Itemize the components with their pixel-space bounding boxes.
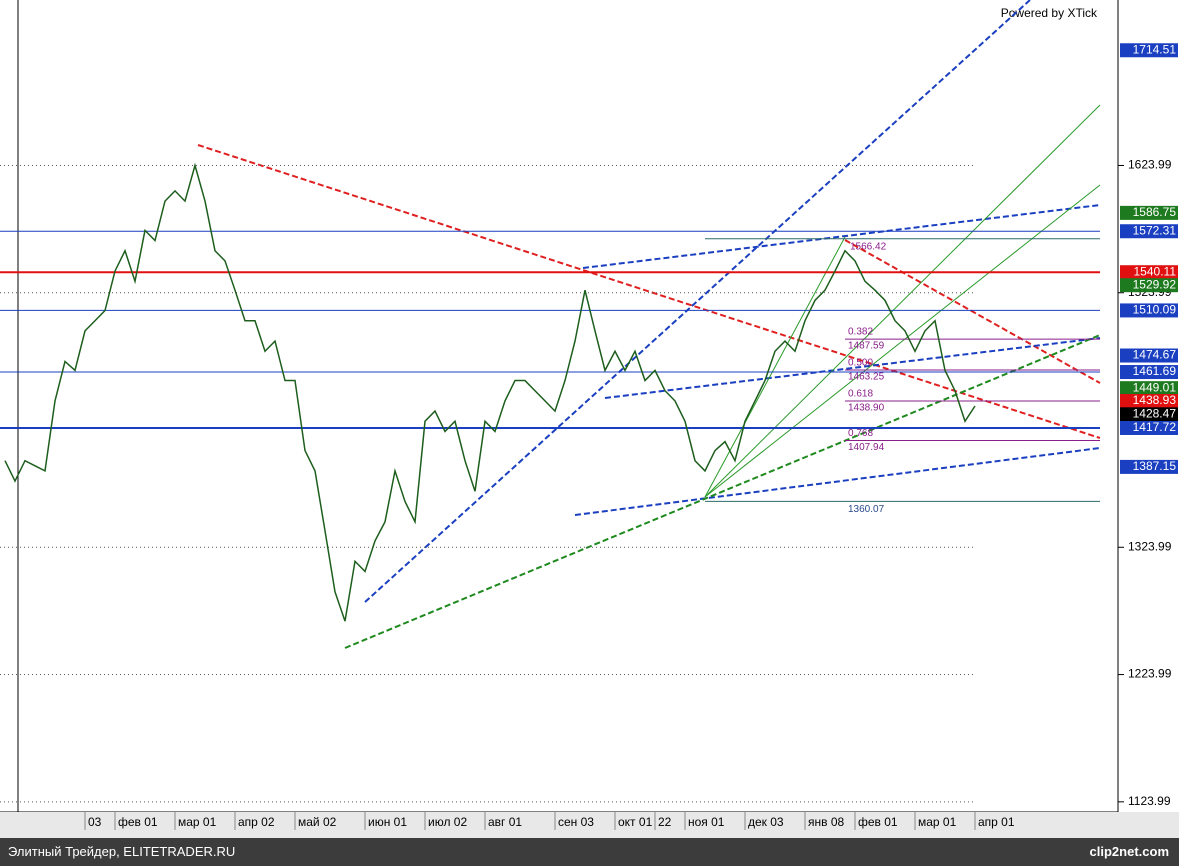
x-tick-label: окт 01 (618, 815, 653, 829)
x-tick-label: июл 02 (428, 815, 467, 829)
level-box (1120, 278, 1178, 293)
level-label: 1461.69 (1133, 364, 1177, 378)
x-tick-label: янв 08 (808, 815, 845, 829)
level-label: 1529.92 (1133, 277, 1177, 291)
x-tick-label: июн 01 (368, 815, 407, 829)
level-label: 1714.51 (1133, 42, 1177, 56)
fib-value: 1463.25 (848, 372, 885, 383)
fan-line (704, 184, 1101, 498)
x-tick-label: мар 01 (918, 815, 957, 829)
fan-lines (704, 104, 1101, 498)
trend-line (364, 0, 1031, 603)
trend-line (574, 447, 1101, 516)
time-axis-bar (0, 812, 1179, 838)
trend-line (344, 334, 1101, 649)
footer: Элитный Трейдер, ELITETRADER.RU clip2net… (0, 838, 1179, 866)
level-box (1120, 348, 1178, 363)
fib-value: 1438.90 (848, 403, 885, 414)
trend-line (844, 239, 1101, 384)
x-tick-label: май 02 (298, 815, 337, 829)
x-tick-label: фев 01 (118, 815, 158, 829)
fan-line (704, 104, 1101, 498)
level-label: 1417.72 (1133, 420, 1177, 434)
fib-value: 1407.94 (848, 442, 885, 453)
level-box (1120, 407, 1178, 422)
footer-right: clip2net.com (1089, 844, 1169, 859)
level-label: 1387.15 (1133, 459, 1177, 473)
trend-lines (197, 0, 1101, 649)
level-label: 1438.93 (1133, 393, 1177, 407)
x-tick-label: фев 01 (858, 815, 898, 829)
footer-left: Элитный Трейдер, ELITETRADER.RU (8, 844, 236, 859)
level-label: 1474.67 (1133, 348, 1177, 362)
x-tick-label: 03 (88, 815, 102, 829)
level-box (1120, 459, 1178, 474)
x-tick-label: дек 03 (748, 815, 784, 829)
fib-ratio: 0.768 (848, 428, 873, 439)
level-box (1120, 420, 1178, 435)
x-tick-label: 22 (658, 815, 672, 829)
price-line (4, 162, 976, 622)
level-box (1120, 265, 1178, 280)
x-tick-label: апр 01 (978, 815, 1015, 829)
fib-ratio: 0.500 (848, 358, 873, 369)
x-tick-label: авг 01 (488, 815, 522, 829)
level-box (1120, 43, 1178, 58)
level-label: 1540.11 (1134, 264, 1177, 278)
level-box (1120, 365, 1178, 380)
level-box (1120, 224, 1178, 239)
background (0, 0, 1179, 838)
trend-line (197, 144, 1101, 439)
level-box (1120, 393, 1178, 408)
fan-line (704, 236, 846, 498)
fib-ratio: 0.382 (848, 327, 873, 338)
level-box (1120, 381, 1178, 396)
trend-line (604, 337, 1101, 399)
level-label: 1586.75 (1133, 205, 1177, 219)
fib-value: 1487.59 (848, 341, 885, 352)
y-tick-label: 1123.99 (1128, 794, 1171, 808)
x-tick-label: сен 03 (558, 815, 594, 829)
level-label: 1449.01 (1133, 380, 1177, 394)
trend-line (582, 204, 1101, 269)
fib-ratio: 0.618 (848, 389, 873, 400)
y-tick-label: 1223.99 (1128, 667, 1172, 681)
level-label: 1428.47 (1133, 406, 1177, 420)
x-tick-label: апр 02 (238, 815, 275, 829)
y-tick-label: 1623.99 (1128, 158, 1172, 172)
x-tick-label: ноя 01 (688, 815, 725, 829)
level-box (1120, 205, 1178, 220)
level-label: 1572.31 (1133, 223, 1177, 237)
x-tick-label: мар 01 (178, 815, 217, 829)
fib-value: 1566.42 (850, 241, 887, 252)
chart: Powered by XTick 1123.99 1223.99 1323.99 15… (0, 0, 1179, 838)
fib-value: 1360.07 (848, 504, 885, 515)
credit: Powered by XTick (1001, 6, 1098, 20)
level-label: 1510.09 (1133, 303, 1177, 317)
level-box (1120, 303, 1178, 318)
y-tick-label: 1323.99 (1128, 539, 1172, 553)
